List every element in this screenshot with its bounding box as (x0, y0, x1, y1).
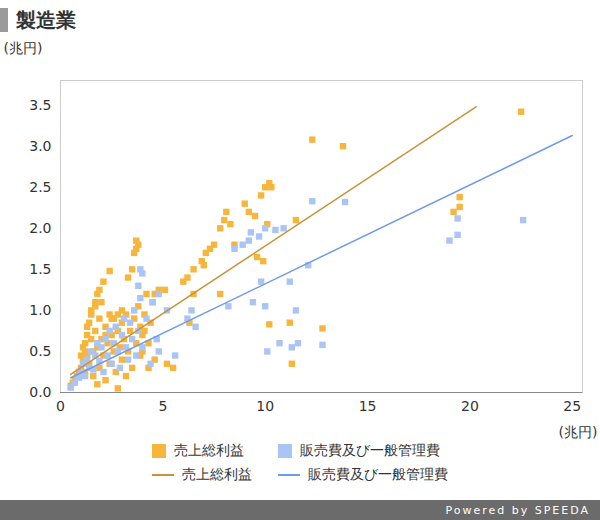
svg-text:5: 5 (158, 398, 167, 414)
svg-text:3.0: 3.0 (29, 138, 51, 154)
svg-text:3.5: 3.5 (29, 97, 51, 113)
svg-text:25: 25 (563, 398, 581, 414)
svg-text:15: 15 (359, 398, 377, 414)
html-text:売上総利益: 売上総利益 (182, 466, 252, 482)
html-text:販売費及び一般管理費: 販売費及び一般管理費 (300, 442, 440, 458)
svg-text:2.5: 2.5 (29, 179, 51, 195)
html-text:製造業: 製造業 (16, 7, 76, 32)
svg-text:0.5: 0.5 (29, 343, 51, 359)
html-text:Powered by SPEEDA: Powered by SPEEDA (445, 503, 590, 517)
svg-text:(兆円): (兆円) (4, 40, 43, 56)
svg-text:0.0: 0.0 (29, 384, 51, 400)
html-text:販売費及び一般管理費: 販売費及び一般管理費 (308, 466, 448, 482)
svg-text:2.0: 2.0 (29, 220, 51, 236)
svg-text:20: 20 (461, 398, 479, 414)
svg-text:1.0: 1.0 (29, 302, 51, 318)
svg-text:0: 0 (56, 398, 65, 414)
svg-text:(兆円): (兆円) (559, 424, 598, 440)
svg-text:1.5: 1.5 (29, 261, 51, 277)
svg-text:10: 10 (256, 398, 274, 414)
html-text:売上総利益: 売上総利益 (174, 442, 244, 458)
